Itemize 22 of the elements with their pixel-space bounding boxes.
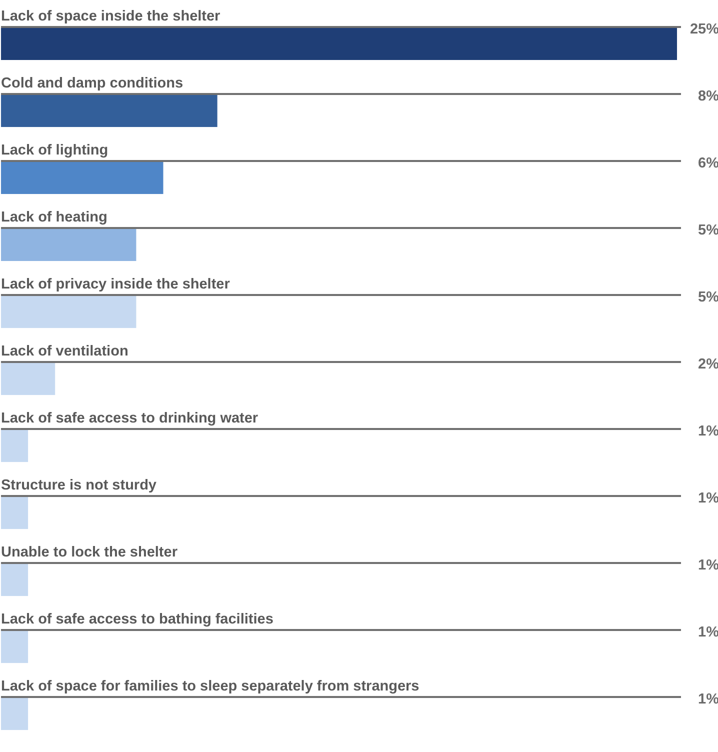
bar (1, 28, 677, 60)
bar (1, 229, 136, 261)
bar (1, 430, 28, 462)
bar (1, 95, 218, 127)
y-tick-label: Unable to lock the shelter (1, 544, 178, 560)
y-tick-label: Lack of heating (1, 210, 108, 226)
bar (1, 698, 28, 730)
y-tick-label: Lack of safe access to bathing facilities (1, 612, 274, 628)
y-tick-label: Lack of space for families to sleep separately from strangers (1, 678, 420, 694)
y-tick-label: Lack of lighting (1, 142, 108, 158)
bar (1, 363, 56, 395)
bar (1, 162, 164, 194)
y-tick-label: Lack of privacy inside the shelter (1, 276, 230, 292)
y-tick-label: Lack of safe access to drinking water (1, 410, 258, 426)
y-tick-label: Structure is not sturdy (1, 478, 156, 494)
y-tick-label: Lack of space inside the shelter (1, 8, 221, 24)
bar (1, 631, 28, 663)
bar (1, 296, 136, 328)
y-tick-label: Cold and damp conditions (1, 76, 184, 92)
bar (1, 497, 28, 529)
bar (1, 564, 28, 596)
y-tick-label: Lack of ventilation (1, 344, 128, 360)
